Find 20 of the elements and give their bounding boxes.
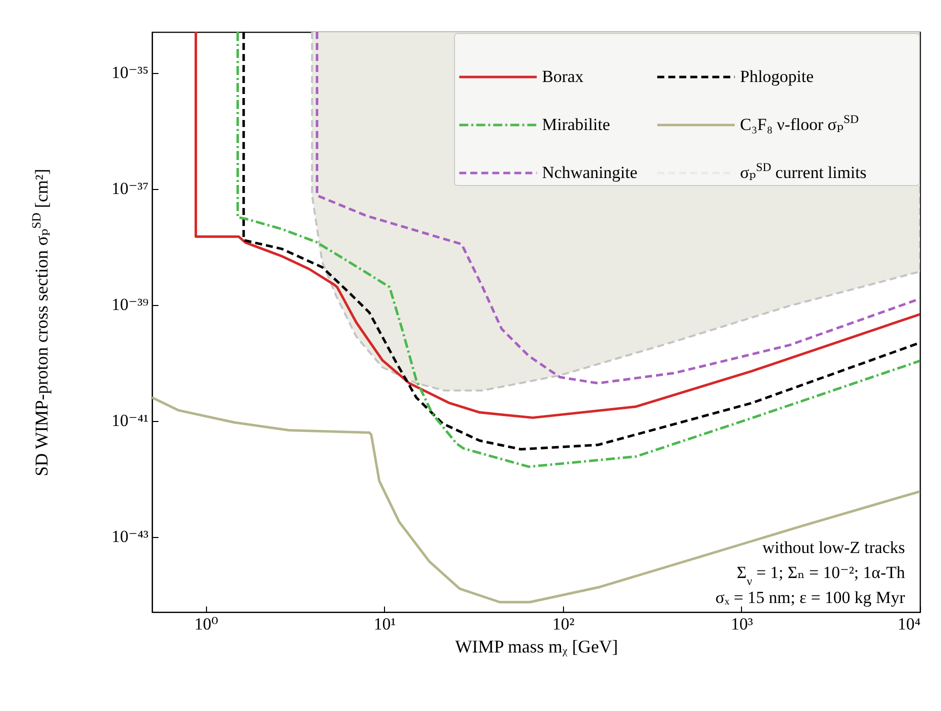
legend-label: Borax	[542, 67, 584, 86]
annotation: without low-Z tracks	[762, 538, 905, 557]
legend-label: σₚ$^{SD}$ current limits	[740, 160, 867, 182]
legend-label: C₃F₈ ν-floor σₚ$^{SD}$	[740, 112, 860, 134]
annotation: Σ$_{ν}$ = 1; Σₙ = 10⁻²; 1α-Th	[736, 563, 906, 588]
y-tick-label: 10⁻⁴³	[112, 527, 148, 546]
legend-label: Nchwaningite	[542, 163, 638, 182]
legend-label: Mirabilite	[542, 115, 610, 134]
x-tick-label: 10¹	[374, 614, 396, 634]
legend-label: Phlogopite	[740, 67, 814, 86]
y-tick-label: 10⁻³⁹	[112, 295, 149, 314]
y-tick-label: 10⁻³⁵	[112, 63, 149, 82]
y-tick-label: 10⁻⁴¹	[112, 411, 148, 430]
x-tick-label: 10⁴	[898, 614, 921, 634]
x-tick-label: 10³	[730, 614, 753, 634]
y-tick-label: 10⁻³⁷	[112, 179, 149, 198]
x-tick-label: 10²	[552, 614, 574, 634]
x-axis-title: WIMP mass mᵪ [GeV]	[455, 636, 618, 656]
x-tick-label: 10⁰	[194, 614, 218, 634]
annotation: σₓ = 15 nm; ε = 100 kg Myr	[715, 588, 906, 607]
